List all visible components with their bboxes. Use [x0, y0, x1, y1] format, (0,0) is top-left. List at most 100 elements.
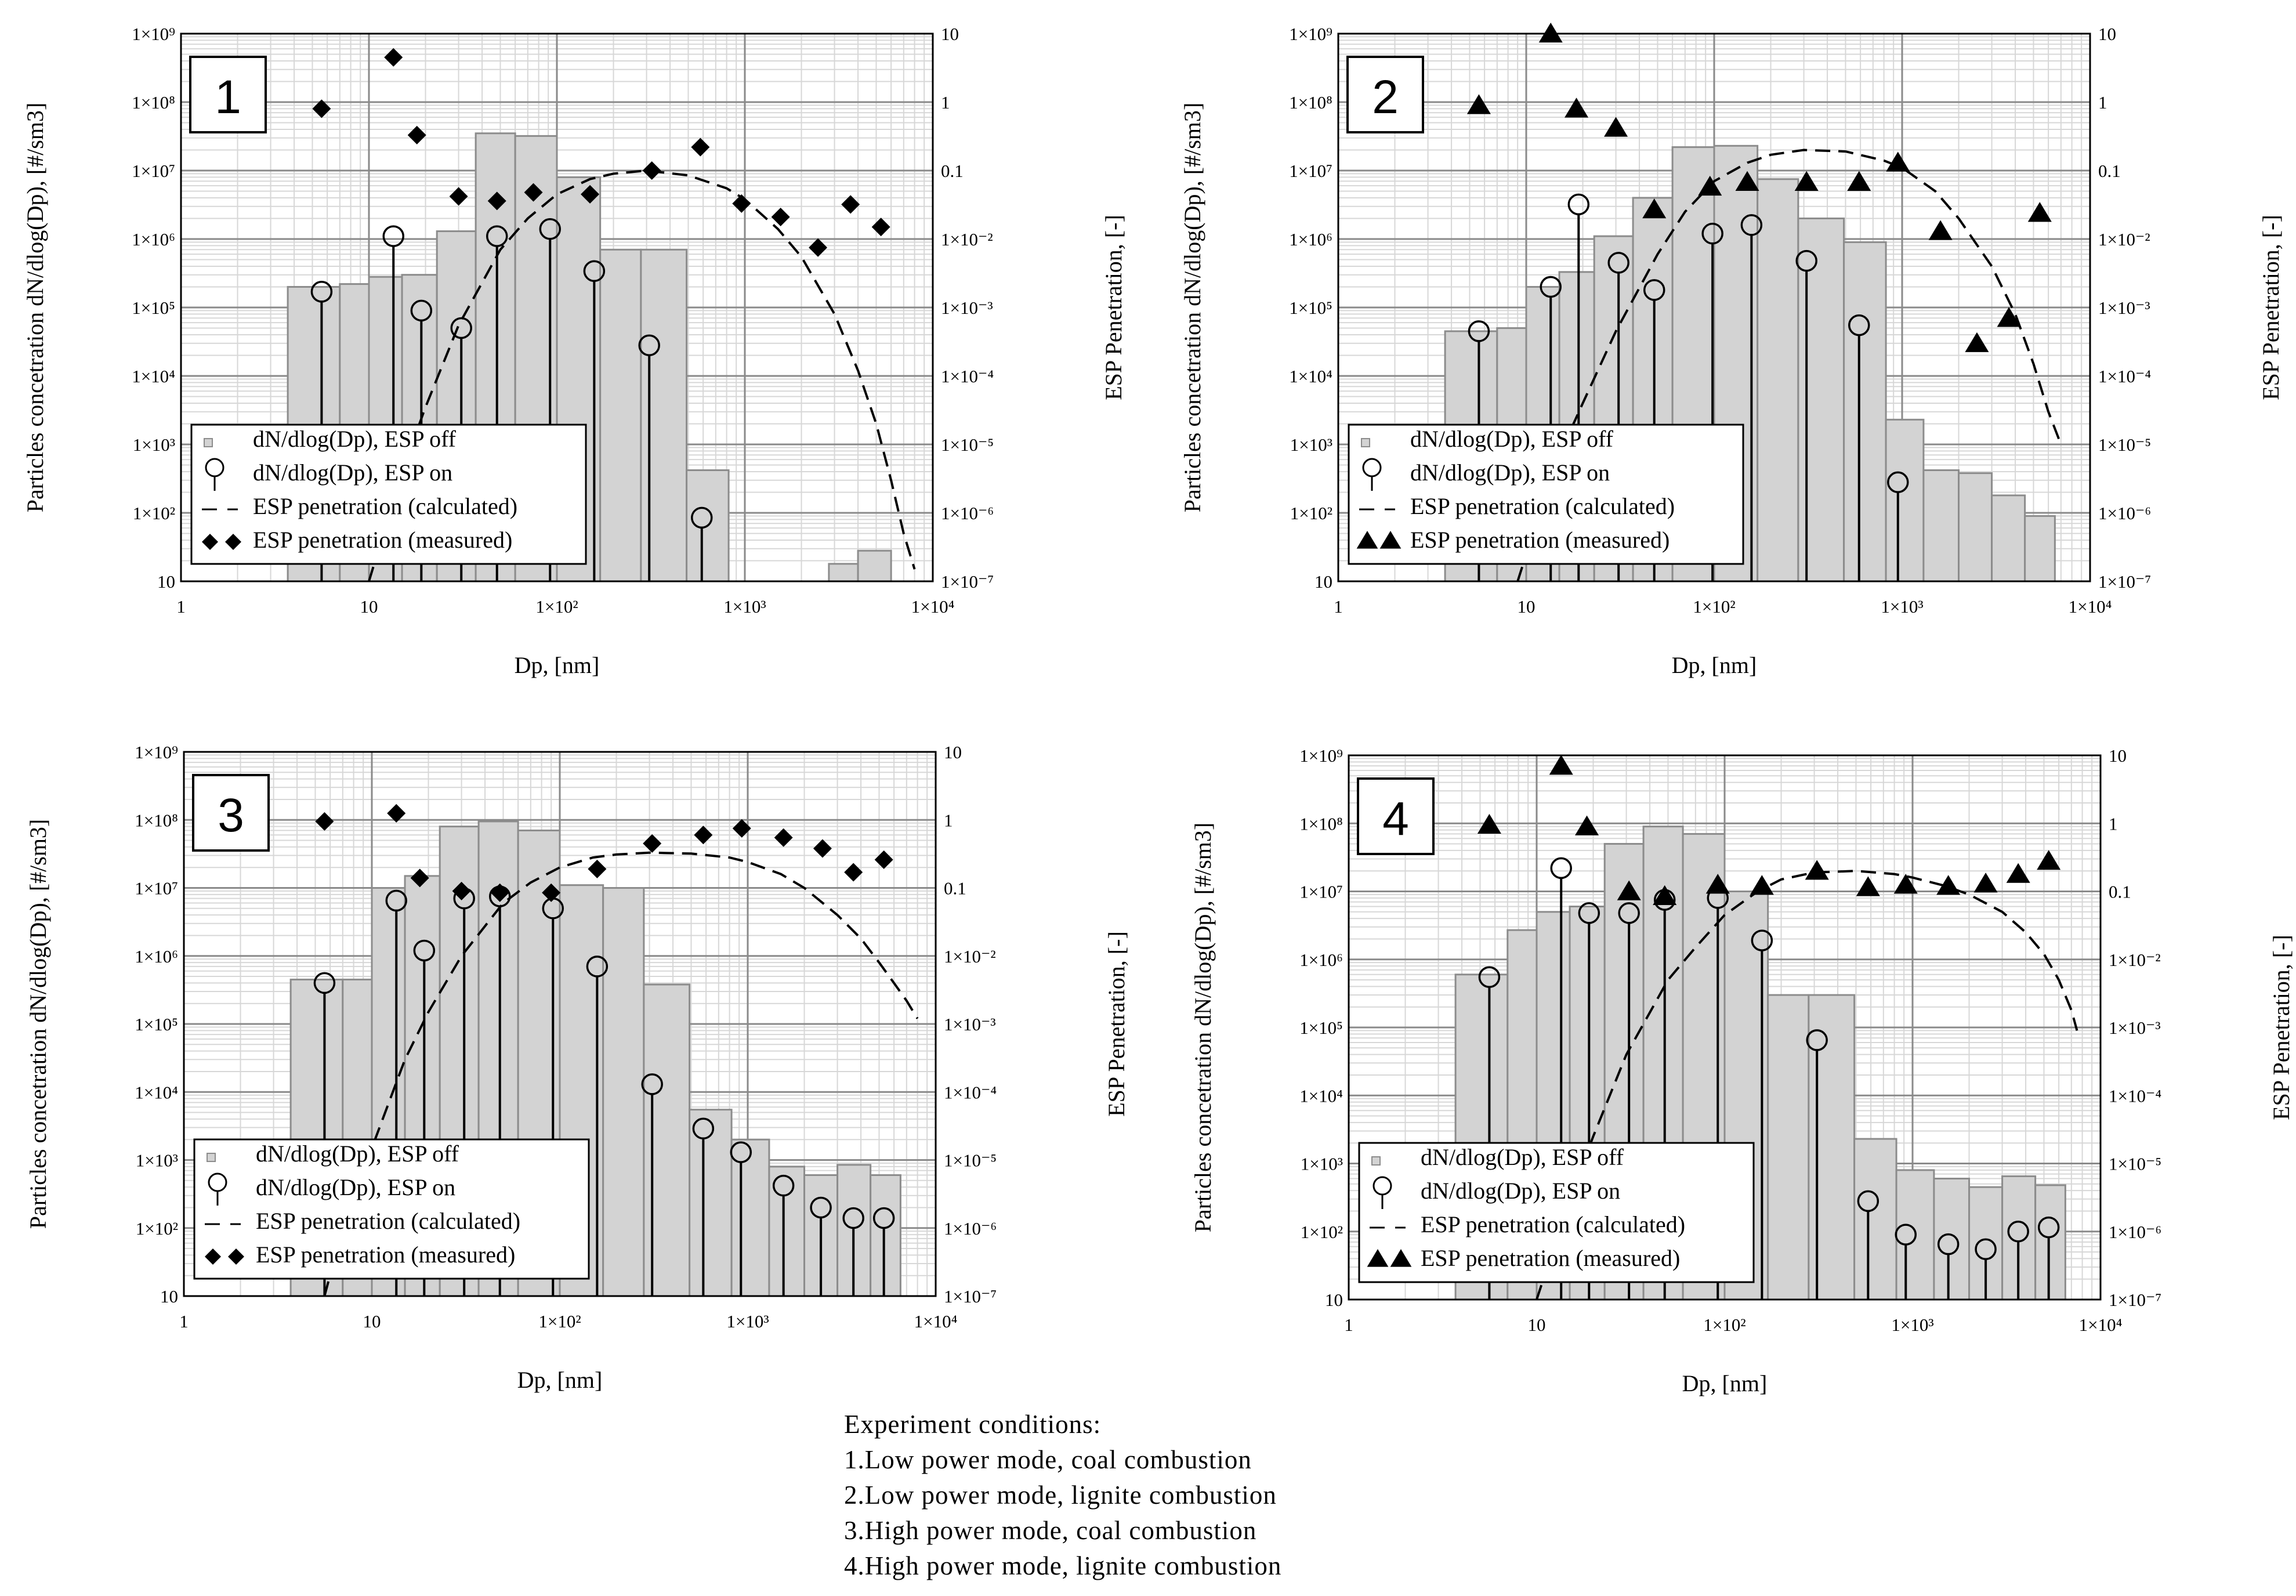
legend: dN/dlog(Dp), ESP off dN/dlog(Dp), ESP on E…: [1348, 424, 1744, 565]
y-tick-label: 1×10⁶: [1299, 950, 1343, 970]
esp-measured-diamond: [732, 194, 751, 213]
y2-tick-label: 10: [944, 742, 962, 762]
y2-tick-label: 1×10⁻²: [2098, 229, 2150, 249]
esp-on-marker: [1701, 222, 1723, 245]
y-tick-label: 1×10²: [136, 1218, 178, 1239]
panel-label: 4: [1382, 792, 1409, 845]
plot-frame: [180, 32, 934, 582]
y-axis-title: Particles concetration dN/dlog(Dp), [#/s…: [25, 819, 51, 1229]
condition-item-2: 2.Low power mode, lignite combustion: [844, 1481, 1277, 1510]
esp-on-marker: [1975, 1238, 1997, 1260]
legend-entry-2: dN/dlog(Dp), ESP on: [1421, 1178, 1620, 1204]
y-tick-label: 1×10⁷: [1289, 161, 1332, 181]
y-tick-label: 10: [1314, 571, 1332, 592]
esp-on-marker: [413, 939, 436, 962]
bar-esp-off: [2034, 1184, 2066, 1301]
y2-tick-label: 10: [2098, 24, 2116, 44]
chart-panel-4: 1 10 1×10² 1×10³ 1×10⁴101×10²1×10³1×10⁴1×10⁵…: [1190, 745, 2294, 1396]
bar-esp-off: [2024, 515, 2056, 582]
legend-box: [190, 424, 587, 565]
legend-bar-swatch: [1361, 438, 1370, 447]
esp-on-marker: [1887, 471, 1909, 493]
y-tick-label: 1×10⁷: [132, 161, 175, 181]
legend-entry-3: ESP penetration (calculated): [1421, 1211, 1685, 1237]
legend-triangle-swatch: [1390, 1249, 1412, 1267]
esp-measured-diamond: [410, 868, 429, 888]
series-esp-penetration-measured: [312, 48, 890, 257]
y-axis-title: Particles concetration dN/dlog(Dp), [#/s…: [1190, 823, 1216, 1232]
esp-on-marker: [1478, 966, 1501, 988]
y-tick-label: 1×10⁴: [1299, 1085, 1343, 1106]
bar-esp-off: [1757, 178, 1799, 582]
y-tick-label: 1×10⁶: [1289, 229, 1332, 249]
esp-measured-triangle: [1698, 175, 1722, 196]
y2-tick-label: 1×10⁻⁴: [941, 366, 994, 386]
y-tick-label: 1×10³: [133, 435, 175, 455]
esp-measured-triangle: [1705, 874, 1730, 894]
x-tick-label: 1×10⁴: [911, 596, 955, 617]
esp-measured-diamond: [312, 99, 331, 118]
esp-measured-triangle: [1575, 815, 1599, 835]
y2-tick-label: 0.1: [941, 161, 964, 181]
y2-axis-title: ESP Penetration, [-]: [1103, 931, 1129, 1117]
esp-measured-triangle: [2037, 850, 2061, 870]
y-tick-label: 1×10⁷: [135, 878, 178, 899]
esp-on-marker: [2037, 1216, 2060, 1239]
legend-diamond-swatch: [228, 1248, 244, 1265]
y2-tick-label: 1×10⁻³: [2109, 1018, 2161, 1038]
esp-measured-triangle: [1750, 875, 1774, 895]
panel-label-box: [189, 56, 267, 133]
esp-measured-diamond: [774, 828, 793, 847]
y2-tick-label: 1×10⁻⁶: [944, 1218, 997, 1239]
y2-axis-title: ESP Penetration, [-]: [1100, 215, 1127, 400]
esp-measured-diamond: [487, 191, 506, 211]
esp-on-marker: [638, 334, 660, 356]
esp-measured-diamond: [524, 183, 543, 202]
esp-on-marker: [2007, 1221, 2029, 1243]
x-tick-label: 10: [360, 596, 378, 617]
bar-esp-off: [602, 887, 645, 1297]
esp-measured-diamond: [452, 881, 471, 900]
esp-penetration-calculated-line: [1516, 149, 2062, 582]
esp-on-marker: [1937, 1233, 1960, 1255]
y2-tick-label: 10: [941, 24, 959, 44]
esp-measured-diamond: [387, 804, 406, 823]
y-tick-label: 1×10³: [1290, 435, 1332, 455]
esp-measured-triangle: [1893, 874, 1918, 894]
y2-tick-label: 1×10⁻⁴: [2098, 366, 2151, 386]
esp-on-marker: [539, 218, 562, 240]
legend-diamond-swatch: [225, 534, 241, 550]
legend-entry-2: dN/dlog(Dp), ESP on: [253, 459, 452, 486]
esp-measured-triangle: [1794, 171, 1819, 191]
legend-entry-4: ESP penetration (measured): [1410, 527, 1670, 553]
esp-measured-triangle: [1965, 332, 1989, 352]
x-tick-label: 1×10³: [726, 1311, 769, 1331]
bar-esp-off: [1853, 1138, 1897, 1301]
esp-measured-diamond: [871, 218, 890, 237]
y2-tick-label: 1×10⁻⁷: [944, 1286, 997, 1307]
legend-entry-2: dN/dlog(Dp), ESP on: [256, 1174, 455, 1200]
esp-measured-diamond: [874, 850, 893, 869]
y2-tick-label: 0.1: [944, 878, 966, 899]
legend: dN/dlog(Dp), ESP off dN/dlog(Dp), ESP on E…: [193, 1138, 590, 1280]
legend-entry-3: ESP penetration (calculated): [1410, 493, 1675, 519]
panel-label-box: [192, 774, 270, 852]
y2-tick-label: 1×10⁻⁶: [2109, 1222, 2161, 1242]
x-tick-label: 1: [179, 1311, 189, 1331]
y2-tick-label: 1: [941, 92, 950, 113]
bar-esp-off: [640, 248, 688, 582]
bar-esp-off: [643, 983, 691, 1297]
y-tick-label: 1×10⁴: [135, 1082, 178, 1102]
esp-on-marker: [1848, 314, 1870, 336]
bar-esp-off: [1808, 994, 1856, 1301]
condition-item-1: 1.Low power mode, coal combustion: [844, 1445, 1252, 1474]
y-tick-label: 1×10³: [136, 1150, 178, 1171]
bar-esp-off: [689, 1109, 733, 1297]
legend-triangle-swatch: [1356, 531, 1378, 549]
esp-on-marker: [1468, 320, 1490, 342]
legend: dN/dlog(Dp), ESP off dN/dlog(Dp), ESP on E…: [1358, 1142, 1755, 1283]
esp-measured-triangle: [1642, 198, 1667, 219]
y-tick-label: 1×10⁸: [135, 810, 178, 830]
panel-label-box: [1357, 777, 1435, 855]
esp-on-marker: [583, 260, 606, 283]
